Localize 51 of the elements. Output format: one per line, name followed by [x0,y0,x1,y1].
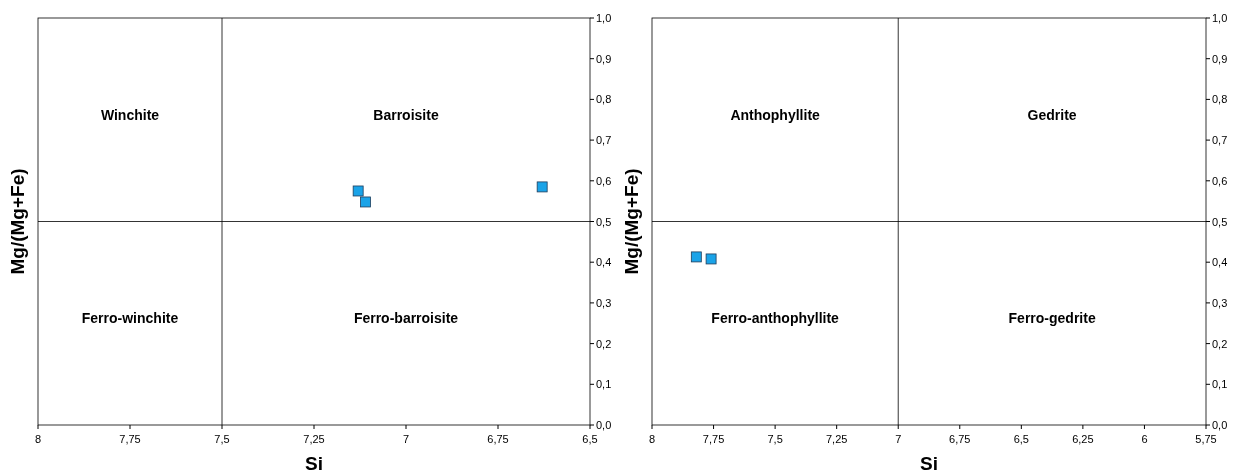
y-tick-label: 0,9 [1212,52,1228,65]
y-tick-label: 0,9 [596,52,612,65]
x-tick-label: 7,5 [214,433,230,445]
x-tick-label: 6,5 [1013,433,1029,445]
y-tick-label: 0,4 [1212,256,1228,269]
x-tick-label: 6,5 [582,433,598,445]
y-tick-label: 0,1 [596,378,612,391]
annotation: Ferro-gedrite [1008,310,1096,327]
y-tick-label: 0,1 [1212,378,1228,391]
x-tick-label: 8 [648,433,656,445]
x-tick-label: 7,25 [303,433,325,445]
x-tick-label: 5,75 [1195,433,1217,445]
y-tick-label: 0,2 [596,337,612,350]
y-axis-title: Mg/(Mg+Fe) [621,168,642,275]
x-tick-label: 7,25 [825,433,848,445]
x-tick-label: 6,25 [1072,433,1094,445]
y-axis-title: Mg/(Mg+Fe) [7,168,28,275]
annotation: Winchite [100,106,160,123]
y-tick-label: 0,6 [596,174,612,187]
x-tick-label: 7 [895,433,902,445]
x-axis-title: Si [305,453,323,474]
annotation: Ferro-barroisite [353,310,459,327]
annotation: Ferro-winchite [81,310,179,327]
x-tick-label: 7,75 [119,433,141,445]
y-tick-label: 0,8 [1212,93,1228,106]
y-tick-label: 0,3 [596,296,612,309]
y-tick-label: 0,7 [596,134,612,147]
y-tick-label: 0,3 [1212,296,1228,309]
y-tick-label: 0,0 [596,419,612,431]
y-tick-label: 0,6 [1212,174,1228,187]
annotation: Ferro-anthophyllite [711,310,840,327]
y-tick-label: 0,5 [1212,215,1228,228]
x-tick-label: 7,75 [702,433,725,445]
y-tick-label: 0,8 [596,93,612,106]
x-tick-label: 6 [1141,433,1148,445]
annotation: Anthophyllite [730,106,821,123]
x-tick-label: 8 [34,433,42,445]
x-tick-label: 7,5 [767,433,783,445]
x-tick-label: 7 [402,433,410,445]
annotation: Gedrite [1027,106,1077,123]
y-tick-label: 0,7 [1212,134,1228,147]
x-tick-label: 6,75 [487,433,509,445]
y-tick-label: 0,5 [596,215,612,228]
y-tick-label: 0,2 [1212,337,1228,350]
y-tick-label: 0,4 [596,256,612,269]
x-tick-label: 6,75 [949,433,971,445]
y-tick-label: 1,0 [596,12,612,24]
y-tick-label: 0,0 [1212,419,1228,431]
y-tick-label: 1,0 [1212,12,1228,24]
annotation: Barroisite [373,106,439,123]
x-axis-title: Si [920,453,938,474]
